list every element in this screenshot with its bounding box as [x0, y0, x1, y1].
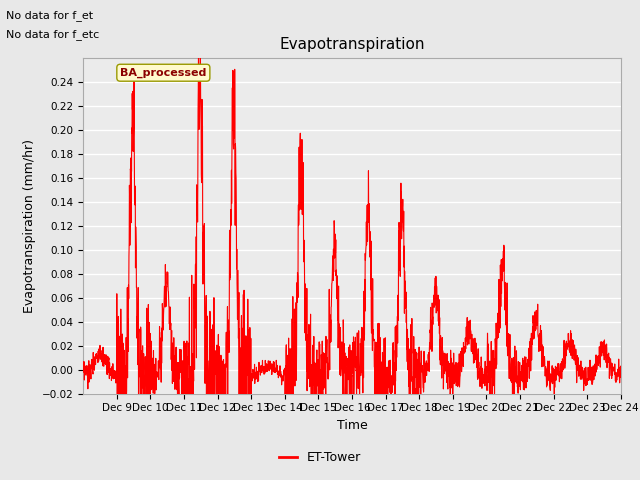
Text: BA_processed: BA_processed [120, 68, 207, 78]
X-axis label: Time: Time [337, 419, 367, 432]
Title: Evapotranspiration: Evapotranspiration [279, 37, 425, 52]
Y-axis label: Evapotranspiration (mm/hr): Evapotranspiration (mm/hr) [23, 139, 36, 312]
Text: No data for f_et: No data for f_et [6, 10, 93, 21]
Legend: ET-Tower: ET-Tower [273, 446, 367, 469]
Text: No data for f_etc: No data for f_etc [6, 29, 100, 40]
